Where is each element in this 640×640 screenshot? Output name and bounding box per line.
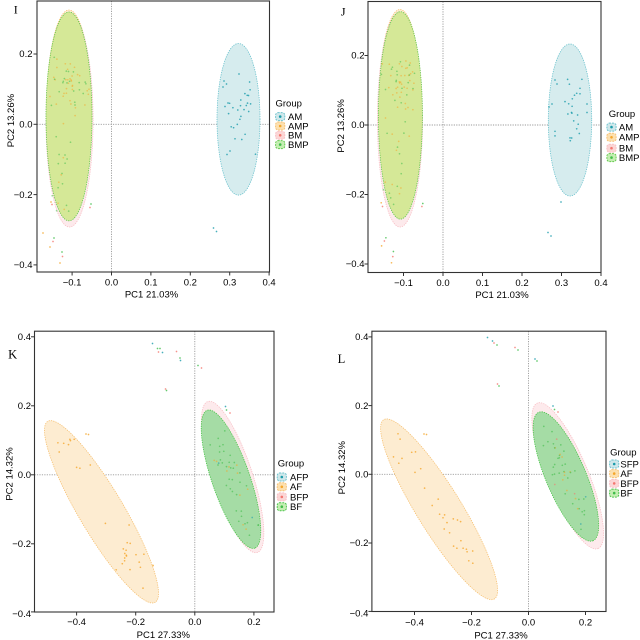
- svg-text:AMP: AMP: [619, 133, 640, 144]
- svg-text:0.2: 0.2: [247, 617, 260, 628]
- svg-text:0.0: 0.0: [105, 278, 118, 289]
- svg-text:−0.2: −0.2: [462, 617, 481, 628]
- svg-text:K: K: [8, 348, 17, 362]
- svg-text:AF: AF: [290, 482, 302, 493]
- svg-text:BMP: BMP: [619, 153, 640, 164]
- svg-text:0.4: 0.4: [594, 278, 607, 289]
- svg-text:AM: AM: [288, 112, 302, 123]
- svg-text:PC1 21.03%: PC1 21.03%: [475, 290, 529, 301]
- svg-text:0.0: 0.0: [188, 617, 201, 628]
- svg-text:−0.4: −0.4: [346, 259, 365, 270]
- svg-text:0.0: 0.0: [351, 120, 364, 131]
- svg-text:−0.4: −0.4: [67, 617, 86, 628]
- svg-text:PC1 27.33%: PC1 27.33%: [474, 631, 528, 640]
- svg-text:PC2 14.32%: PC2 14.32%: [337, 440, 348, 494]
- svg-text:AF: AF: [620, 469, 632, 480]
- svg-text:BM: BM: [288, 131, 302, 142]
- svg-text:0.0: 0.0: [19, 120, 32, 131]
- svg-text:Group: Group: [610, 448, 636, 459]
- svg-text:0.2: 0.2: [18, 401, 31, 412]
- svg-text:SFP: SFP: [620, 459, 638, 470]
- svg-text:AMP: AMP: [288, 121, 309, 132]
- svg-text:−0.2: −0.2: [350, 538, 369, 549]
- svg-text:AFP: AFP: [290, 472, 308, 483]
- svg-text:−0.4: −0.4: [350, 609, 369, 620]
- svg-text:0.4: 0.4: [262, 278, 275, 289]
- svg-text:0.2: 0.2: [515, 278, 528, 289]
- svg-text:AM: AM: [619, 123, 633, 134]
- svg-text:0.0: 0.0: [436, 278, 449, 289]
- svg-text:−0.1: −0.1: [394, 278, 413, 289]
- svg-text:−0.4: −0.4: [12, 609, 31, 620]
- svg-text:BF: BF: [290, 502, 302, 513]
- svg-text:0.2: 0.2: [19, 49, 32, 60]
- svg-text:PC1 21.03%: PC1 21.03%: [125, 290, 179, 301]
- svg-text:−0.2: −0.2: [126, 617, 145, 628]
- svg-text:PC2 14.32%: PC2 14.32%: [4, 447, 15, 501]
- svg-text:0.0: 0.0: [522, 617, 535, 628]
- svg-text:−0.2: −0.2: [12, 539, 31, 550]
- svg-text:0.1: 0.1: [144, 278, 157, 289]
- svg-text:0.2: 0.2: [184, 278, 197, 289]
- svg-text:L: L: [338, 352, 346, 366]
- svg-text:0.0: 0.0: [18, 470, 31, 481]
- svg-text:0.2: 0.2: [351, 51, 364, 62]
- svg-text:Group: Group: [278, 458, 304, 469]
- svg-text:0.3: 0.3: [555, 278, 568, 289]
- svg-text:0.3: 0.3: [223, 278, 236, 289]
- svg-text:0.4: 0.4: [355, 332, 368, 343]
- svg-text:0.2: 0.2: [355, 401, 368, 412]
- svg-text:−0.4: −0.4: [405, 617, 424, 628]
- svg-text:0.2: 0.2: [579, 617, 592, 628]
- svg-text:0.4: 0.4: [18, 332, 31, 343]
- svg-text:0.0: 0.0: [355, 470, 368, 481]
- svg-text:Group: Group: [276, 99, 302, 110]
- svg-text:PC1 27.33%: PC1 27.33%: [137, 630, 191, 640]
- svg-text:−0.2: −0.2: [14, 190, 33, 201]
- svg-text:−0.2: −0.2: [346, 190, 365, 201]
- svg-text:BFP: BFP: [290, 492, 308, 503]
- svg-text:Group: Group: [609, 109, 635, 120]
- svg-text:PC2 13.26%: PC2 13.26%: [336, 99, 347, 153]
- svg-text:0.1: 0.1: [476, 278, 489, 289]
- svg-text:−0.1: −0.1: [63, 278, 82, 289]
- svg-text:BMP: BMP: [288, 140, 309, 151]
- svg-text:BM: BM: [619, 144, 633, 155]
- svg-text:J: J: [341, 5, 346, 19]
- svg-text:−0.4: −0.4: [14, 260, 33, 271]
- svg-text:BF: BF: [620, 489, 632, 500]
- svg-text:I: I: [14, 2, 18, 16]
- svg-text:PC2 13.26%: PC2 13.26%: [6, 93, 17, 147]
- svg-text:BFP: BFP: [620, 479, 638, 490]
